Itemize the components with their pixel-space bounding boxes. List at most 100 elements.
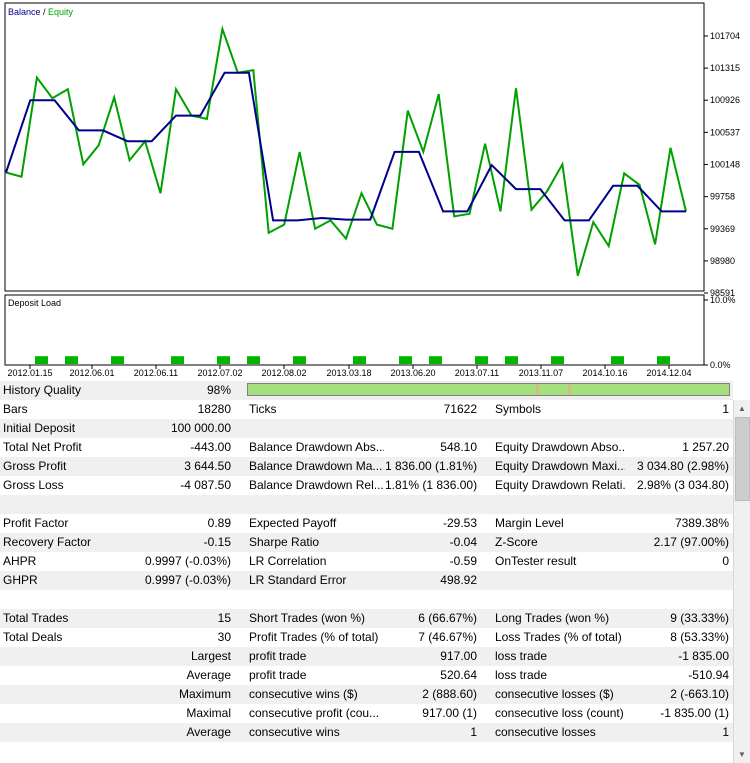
- stat-value: 71622: [443, 402, 477, 416]
- stat-label: Gross Profit: [3, 459, 67, 473]
- stat-label: Loss Trades (% of total): [495, 630, 622, 644]
- x-tick-label: 2012.01.15: [7, 368, 52, 378]
- stat-label: Sharpe Ratio: [249, 535, 320, 549]
- stat-label: consecutive wins ($): [249, 687, 358, 701]
- vertical-scrollbar[interactable]: ▲ ▼: [733, 400, 750, 763]
- stat-value: 9 (33.33%): [670, 611, 729, 625]
- load-y-tick-label: 10.0%: [710, 295, 736, 305]
- stat-label: Total Net Profit: [3, 440, 82, 454]
- stat-label: consecutive losses ($): [495, 687, 614, 701]
- stat-value: -29.53: [442, 516, 477, 530]
- stat-value: 1.81% (1 836.00): [385, 478, 477, 492]
- stats-row: Total Trades 15 Short Trades (won %) 6 (66.…: [0, 609, 733, 628]
- stat-label: [495, 495, 625, 514]
- scroll-thumb[interactable]: [735, 417, 750, 501]
- stat-label: Expected Payoff: [249, 516, 337, 530]
- stat-label: Long Trades (won %): [495, 611, 610, 625]
- y-tick-label: 101315: [710, 63, 740, 73]
- stat-label: Z-Score: [495, 535, 538, 549]
- deposit-load-bar: [247, 356, 260, 364]
- stat-row-label: Maximal: [186, 706, 231, 720]
- stat-label: Balance Drawdown Abs...: [249, 440, 384, 454]
- stat-value: -0.59: [449, 554, 477, 568]
- y-tick-label: 100148: [710, 159, 740, 169]
- stats-row: Gross Loss -4 087.50 Balance Drawdown Rel.…: [0, 476, 733, 495]
- stat-label: LR Standard Error: [249, 573, 347, 587]
- x-tick-label: 2012.08.02: [261, 368, 306, 378]
- stat-value: -0.04: [449, 535, 477, 549]
- legend-equity: Equity: [48, 7, 74, 17]
- stat-label: Total Deals: [3, 630, 63, 644]
- x-tick-label: 2012.07.02: [197, 368, 242, 378]
- stat-label: consecutive wins: [249, 725, 340, 739]
- stat-value: [140, 590, 231, 609]
- stats-row: [0, 495, 733, 514]
- stat-label: loss trade: [495, 649, 548, 663]
- scroll-down-arrow-icon[interactable]: ▼: [738, 750, 746, 759]
- deposit-load-bar: [611, 356, 624, 364]
- stat-value: 0.9997 (-0.03%): [144, 573, 231, 587]
- stats-row: Initial Deposit 100 000.00: [0, 419, 733, 438]
- deposit-load-title: Deposit Load: [8, 298, 61, 308]
- y-tick-label: 99758: [710, 192, 735, 202]
- deposit-load-bar: [657, 356, 670, 364]
- stat-label: Initial Deposit: [3, 421, 76, 435]
- stat-label: Total Trades: [3, 611, 69, 625]
- stat-value: -1 835.00: [678, 649, 729, 663]
- stat-value: 1: [470, 725, 477, 739]
- stat-value: 1: [722, 402, 729, 416]
- stat-label: Profit Trades (% of total): [249, 630, 379, 644]
- stat-value: 917.00: [440, 649, 477, 663]
- legend-separator: /: [41, 7, 49, 17]
- stat-row-label: Average: [186, 725, 231, 739]
- stat-value: 520.64: [440, 668, 477, 682]
- stat-value: 3 034.80 (2.98%): [636, 459, 729, 473]
- x-tick-label: 2013.07.11: [455, 368, 499, 378]
- stat-value: [385, 495, 477, 514]
- stat-value: 7389.38%: [674, 516, 729, 530]
- stat-value: [626, 419, 729, 438]
- chart-area: 101704 101315 100926 100537 100148 99758 99369…: [4, 2, 741, 378]
- deposit-load-bar: [353, 356, 366, 364]
- deposit-load-bar: [217, 356, 230, 364]
- stat-value: 1: [722, 725, 729, 739]
- history-quality-gap: [568, 384, 571, 395]
- x-tick-label: 2012.06.01: [69, 368, 114, 378]
- deposit-load-bar: [399, 356, 412, 364]
- main-chart-frame: [4, 2, 705, 292]
- stats-row: Average consecutive wins 1 consecutive loss…: [0, 723, 733, 742]
- stat-value: 18280: [197, 402, 231, 416]
- stat-label: Balance Drawdown Ma...: [249, 459, 383, 473]
- stat-label: [249, 495, 384, 514]
- stat-label: consecutive loss (count): [495, 706, 624, 720]
- stat-value: 2 (-663.10): [670, 687, 729, 701]
- stat-value: -1 835.00 (1): [660, 706, 729, 720]
- history-quality-row: History Quality 98%: [0, 381, 733, 400]
- stat-value: [385, 590, 477, 609]
- chart-legend: Balance / Equity: [8, 7, 74, 17]
- stat-label: [495, 419, 625, 438]
- stat-label: Margin Level: [495, 516, 564, 530]
- scroll-up-arrow-icon[interactable]: ▲: [738, 404, 746, 413]
- stat-row-label: Largest: [190, 649, 231, 663]
- stats-row: GHPR 0.9997 (-0.03%) LR Standard Error 498.…: [0, 571, 733, 590]
- stats-row: Bars 18280 Ticks 71622 Symbols 1: [0, 400, 733, 419]
- stats-row: Profit Factor 0.89 Expected Payoff -29.53 Ma…: [0, 514, 733, 533]
- history-quality-bar: [247, 383, 730, 396]
- stat-label: Equity Drawdown Abso...: [495, 440, 625, 454]
- stat-label: GHPR: [3, 573, 38, 587]
- stat-value: 1 836.00 (1.81%): [385, 459, 477, 473]
- stat-label: loss trade: [495, 668, 548, 682]
- stat-value: 2 (888.60): [422, 687, 477, 701]
- x-tick-label: 2013.06.20: [390, 368, 435, 378]
- stats-row: Total Deals 30 Profit Trades (% of total) 7…: [0, 628, 733, 647]
- y-tick-label: 99369: [710, 224, 735, 234]
- stat-value: 8 (53.33%): [670, 630, 729, 644]
- report-table: History Quality 98% Bars 18280 Ticks 71622 S…: [0, 381, 733, 763]
- stat-value: 1 257.20: [682, 440, 729, 454]
- stat-value: 100 000.00: [170, 421, 231, 435]
- stat-value: [626, 590, 729, 609]
- stat-label: Bars: [3, 402, 28, 416]
- deposit-load-bar: [429, 356, 442, 364]
- stats-row: Average profit trade 520.64 loss trade -510.…: [0, 666, 733, 685]
